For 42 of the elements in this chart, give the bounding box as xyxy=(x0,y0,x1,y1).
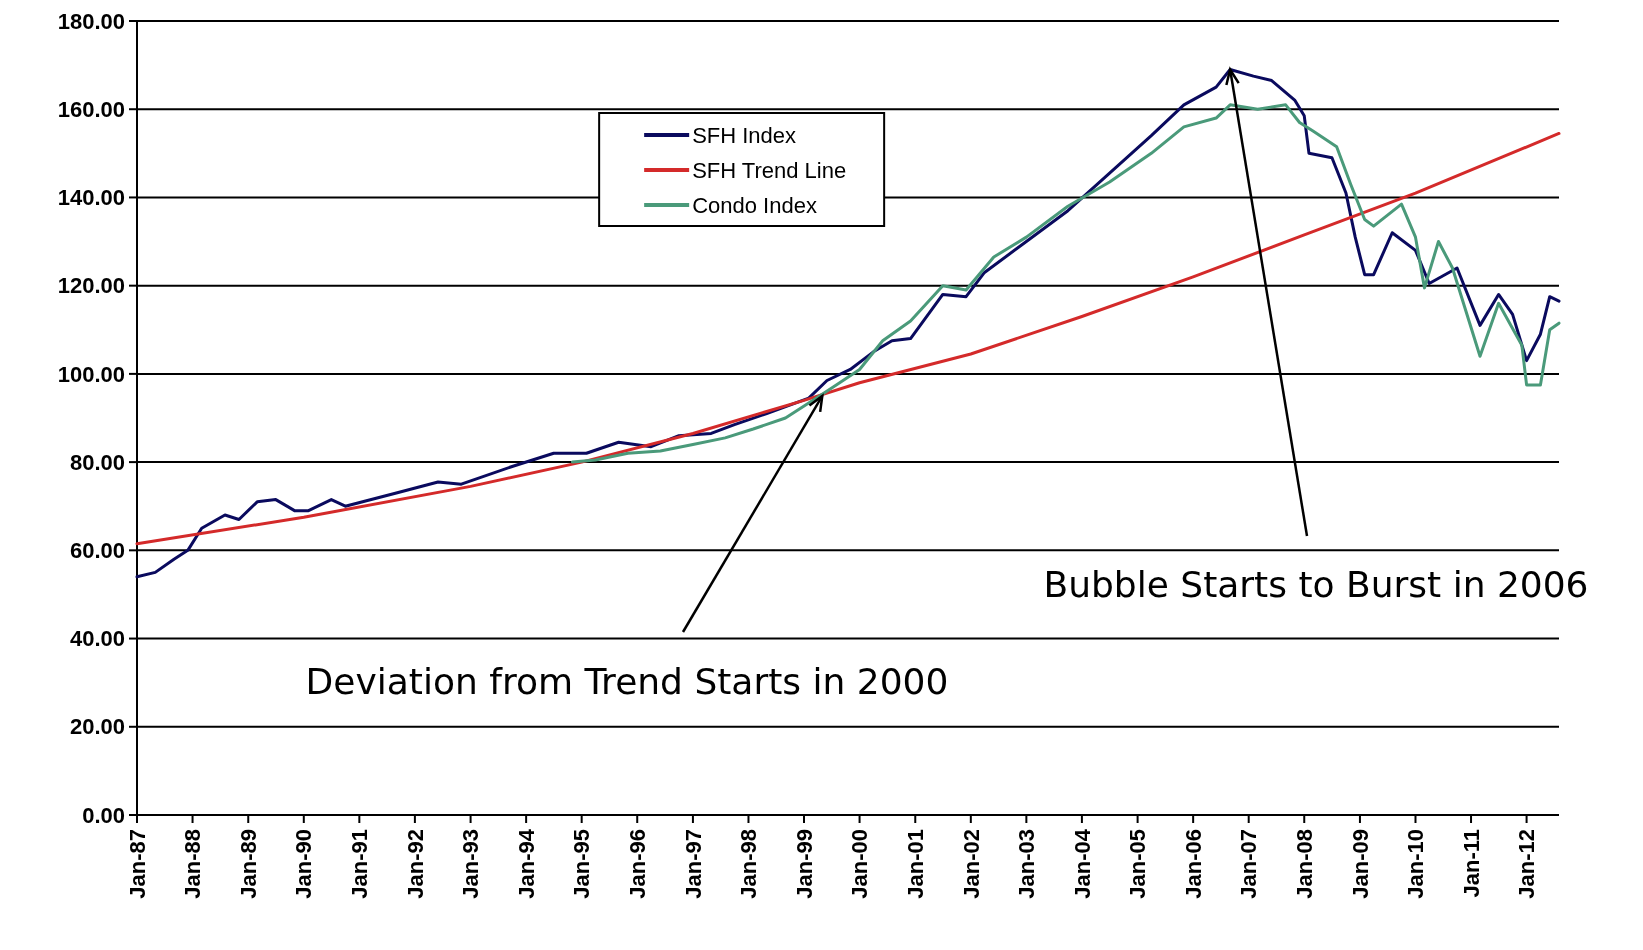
y-tick-label: 140.00 xyxy=(57,185,125,211)
x-tick-label: Jan-07 xyxy=(1236,829,1262,899)
x-tick-label: Jan-11 xyxy=(1458,829,1484,898)
y-tick-label: 0.00 xyxy=(82,802,125,828)
y-tick-label: 160.00 xyxy=(57,96,125,122)
x-tick-label: Jan-08 xyxy=(1291,829,1317,899)
annotation: Deviation from Trend Starts in 2000 xyxy=(305,660,949,702)
x-tick-label: Jan-09 xyxy=(1347,829,1373,899)
x-tick-label: Jan-97 xyxy=(680,829,706,899)
x-tick-label: Jan-03 xyxy=(1014,829,1040,899)
x-tick-label: Jan-02 xyxy=(958,829,984,899)
x-tick-label: Jan-90 xyxy=(291,829,317,899)
line-series xyxy=(570,103,1561,464)
y-tick-label: 40.00 xyxy=(69,626,125,652)
legend-label: SFH Trend Line xyxy=(692,157,847,183)
x-tick-label: Jan-89 xyxy=(235,829,261,899)
x-tick-label: Jan-01 xyxy=(902,829,928,899)
x-tick-label: Jan-10 xyxy=(1403,829,1429,899)
y-tick-label: 20.00 xyxy=(69,714,125,740)
x-tick-label: Jan-88 xyxy=(180,829,206,899)
x-tick-label: Jan-98 xyxy=(736,829,762,899)
x-tick-label: Jan-05 xyxy=(1125,829,1151,899)
x-tick-label: Jan-00 xyxy=(847,829,873,899)
x-tick-label: Jan-12 xyxy=(1514,829,1540,899)
y-tick-label: 180.00 xyxy=(57,8,125,34)
x-tick-label: Jan-87 xyxy=(124,829,150,899)
y-tick-label: 100.00 xyxy=(57,361,125,387)
legend-label: SFH Index xyxy=(692,122,797,148)
x-tick-label: Jan-94 xyxy=(513,828,539,899)
x-tick-label: Jan-92 xyxy=(402,829,428,899)
legend-label: Condo Index xyxy=(692,192,817,218)
y-tick-label: 60.00 xyxy=(69,538,125,564)
x-tick-label: Jan-06 xyxy=(1180,829,1206,899)
annotation: Bubble Starts to Burst in 2006 xyxy=(1043,563,1589,605)
x-tick-label: Jan-99 xyxy=(791,829,817,899)
x-tick-label: Jan-93 xyxy=(458,829,484,899)
x-tick-label: Jan-91 xyxy=(347,829,373,899)
x-tick-label: Jan-04 xyxy=(1069,828,1095,899)
y-tick-label: 80.00 xyxy=(69,449,125,475)
x-tick-label: Jan-96 xyxy=(624,829,650,899)
x-tick-label: Jan-95 xyxy=(569,829,595,899)
y-tick-label: 120.00 xyxy=(57,273,125,299)
